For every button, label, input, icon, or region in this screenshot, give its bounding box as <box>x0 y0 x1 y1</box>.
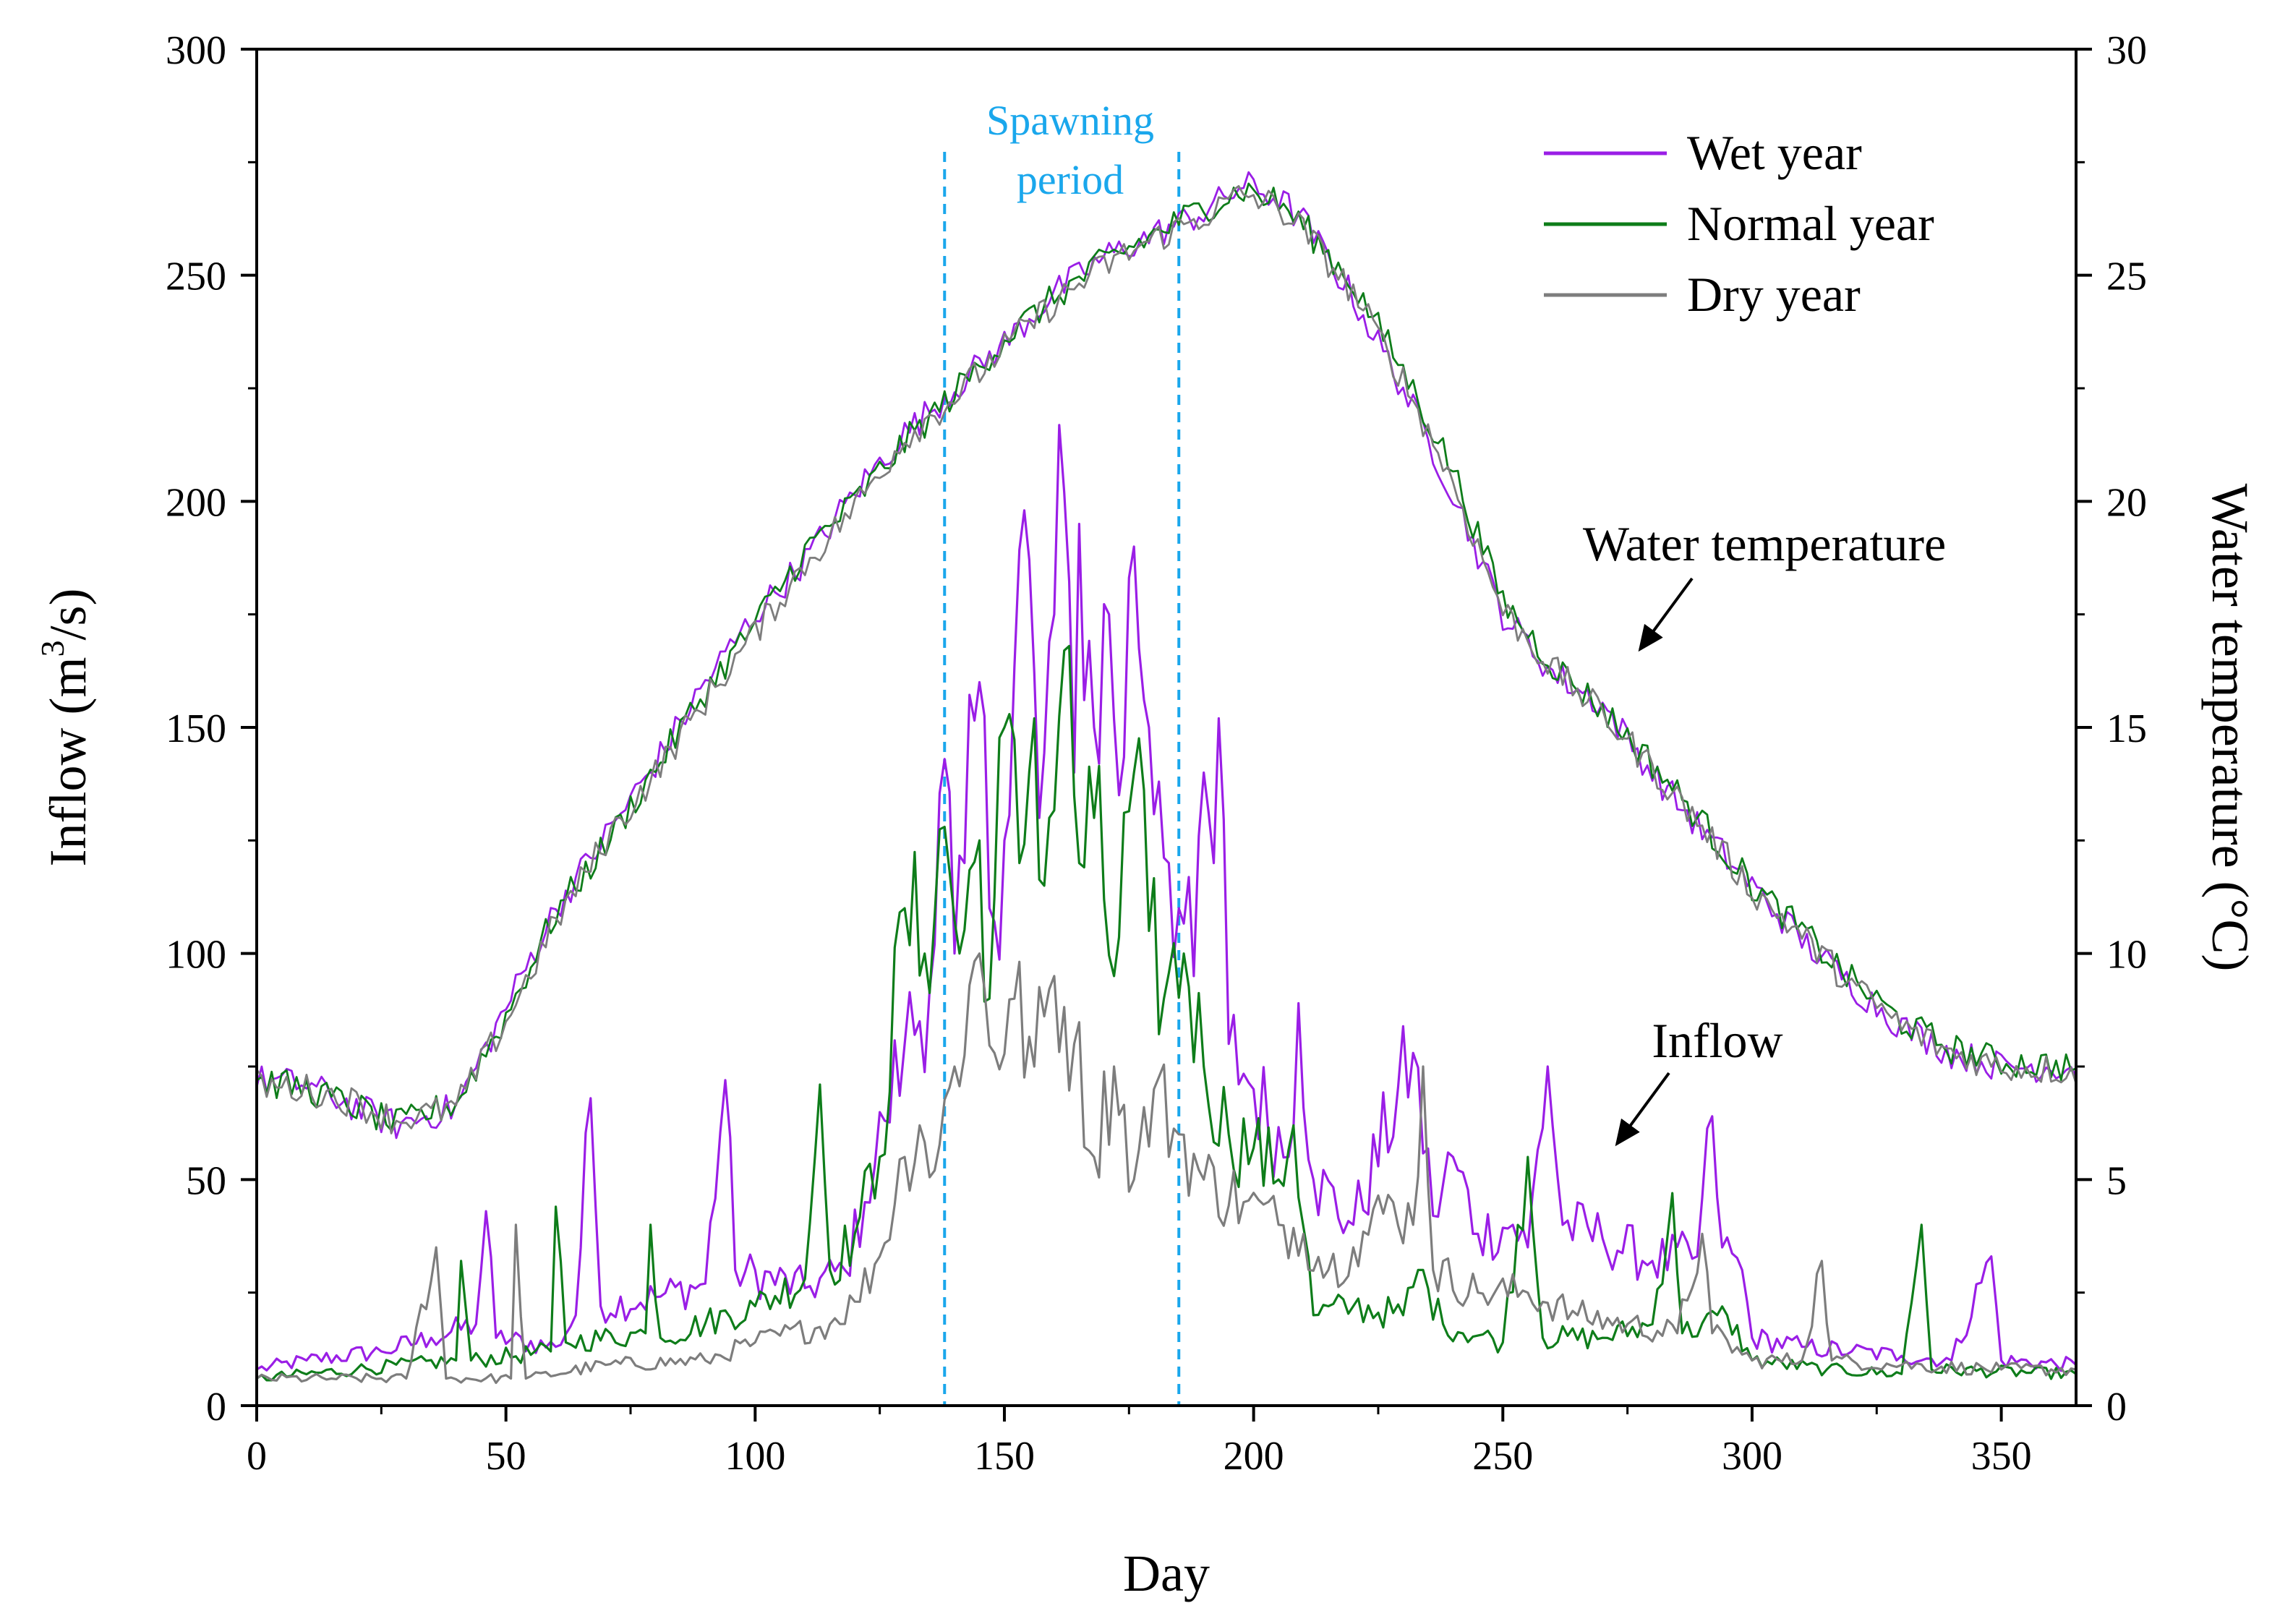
y-tick-label: 200 <box>166 480 226 525</box>
y2-tick-label: 10 <box>2106 933 2147 978</box>
y-tick-label: 150 <box>166 706 226 751</box>
x-tick-label: 350 <box>1971 1434 2032 1479</box>
y-tick-label: 300 <box>166 28 226 73</box>
x-tick-label: 200 <box>1224 1434 1284 1479</box>
x-axis-title: Day <box>1123 1544 1210 1602</box>
y-axis-title: Inflow (m3/s) <box>34 589 97 867</box>
x-tick-label: 100 <box>725 1434 785 1479</box>
x-tick-label: 150 <box>974 1434 1035 1479</box>
annotation-water-temperature-arrow <box>1638 577 1694 652</box>
legend: Wet year Normal year Dry year <box>1544 125 1934 322</box>
y-axis-title-tail: /s) <box>39 589 97 641</box>
annotation-inflow: Inflow <box>1652 1013 1782 1068</box>
x-tick-label: 300 <box>1722 1434 1782 1479</box>
annotation-water-temperature: Water temperature <box>1583 516 1946 571</box>
x-tick-label: 250 <box>1472 1434 1533 1479</box>
spawning-label-line2: period <box>1017 156 1124 203</box>
y-tick-label: 0 <box>206 1385 226 1429</box>
y2-tick-label: 20 <box>2106 480 2147 525</box>
temperature-line-dry-year <box>255 184 2078 1134</box>
y2-tick-label: 25 <box>2106 255 2147 299</box>
y-tick-label: 50 <box>186 1158 226 1203</box>
y2-tick-label: 15 <box>2106 706 2147 751</box>
x-tick-label: 50 <box>486 1434 526 1479</box>
y2-tick-label: 30 <box>2106 28 2147 73</box>
inflow-line-wet-year <box>256 424 2078 1372</box>
y2-axis-title: Water temperature (°C) <box>2201 484 2259 972</box>
y2-tick-label: 0 <box>2106 1385 2127 1429</box>
plot-data <box>255 152 2078 1406</box>
x-tick-label: 0 <box>247 1434 267 1479</box>
temperature-line-normal-year <box>256 182 2077 1132</box>
legend-label-wet-year: Wet year <box>1687 125 1862 180</box>
inflow-line-normal-year <box>256 644 2077 1382</box>
legend-label-dry-year: Dry year <box>1687 267 1861 322</box>
y-axis-title-sup: 3 <box>34 641 71 657</box>
legend-label-normal-year: Normal year <box>1687 196 1934 251</box>
y2-tick-label: 5 <box>2106 1158 2127 1203</box>
spawning-label-line1: Spawning <box>986 97 1154 144</box>
y-tick-label: 100 <box>166 933 226 978</box>
y-axis-title-main: Inflow (m <box>39 657 97 867</box>
inflow-line-dry-year <box>256 952 2077 1385</box>
annotation-inflow-arrow <box>1615 1072 1670 1147</box>
axis-ticks: 0 50 100 150 200 250 300 350 0 50 100 150 200 250 300 0… <box>166 28 2147 1479</box>
y-tick-label: 250 <box>166 255 226 299</box>
temperature-line-wet-year <box>255 171 2078 1140</box>
